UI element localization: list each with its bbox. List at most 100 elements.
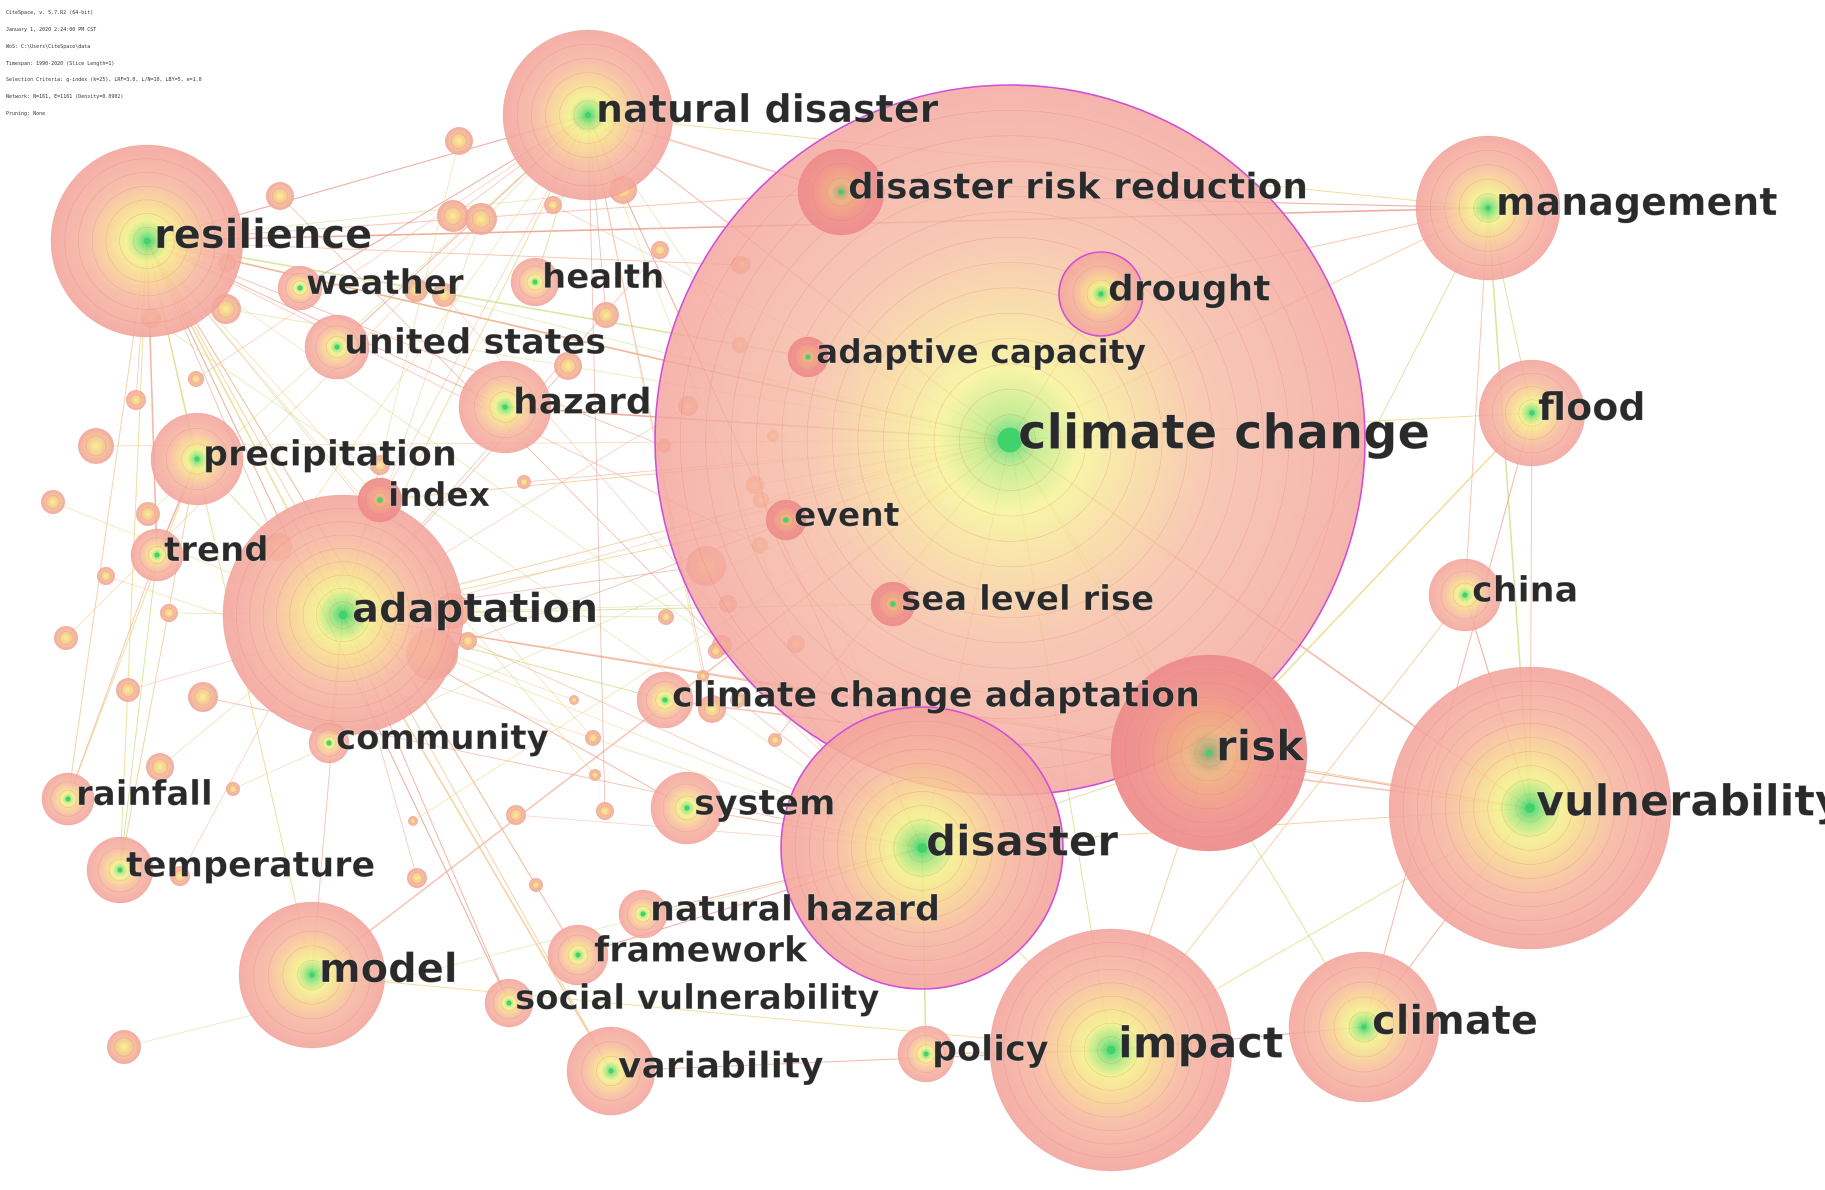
minor-link: [146, 240, 761, 546]
keyword-label-event: event: [794, 495, 900, 534]
minor-keyword-node: [136, 502, 160, 526]
keyword-label-impact: impact: [1118, 1019, 1283, 1069]
node-flood: [1478, 359, 1586, 467]
minor-keyword-node: [517, 475, 531, 489]
node-rainfall: [41, 772, 95, 826]
keyword-label-natural-disaster: natural disaster: [596, 87, 939, 131]
software-info-header: CiteSpace, v. 5.7.R2 (64-bit) January 1,…: [6, 0, 202, 129]
keyword-label-community: community: [336, 718, 549, 758]
keyword-label-flood: flood: [1538, 385, 1646, 429]
header-line: January 1, 2020 2:24:00 PM CST: [6, 26, 97, 33]
header-line: CiteSpace, v. 5.7.R2 (64-bit): [6, 10, 94, 17]
label-layer: climate change disaster vulnerability risk i…: [76, 87, 1825, 1087]
minor-link: [587, 114, 704, 677]
node-risk: [1110, 654, 1308, 852]
node-model: [238, 901, 386, 1049]
keyword-label-rainfall: rainfall: [76, 774, 213, 814]
minor-keyword-node: [593, 302, 619, 328]
minor-keyword-node: [170, 866, 190, 886]
keyword-label-health: health: [542, 257, 664, 297]
keyword-label-social-vulnerability: social vulnerability: [515, 978, 880, 1018]
keyword-label-climate-change-adaptation: climate change adaptation: [672, 675, 1200, 715]
minor-keyword-node: [97, 567, 115, 585]
header-line: Network: N=161, E=1161 (Density=0.0902): [6, 94, 124, 101]
minor-keyword-node: [708, 643, 724, 659]
keyword-label-weather: weather: [306, 263, 464, 303]
node-management: [1415, 135, 1561, 281]
minor-keyword-node: [226, 782, 240, 796]
keyword-label-sea-level-rise: sea level rise: [901, 579, 1154, 619]
node-impact: [989, 928, 1233, 1172]
cooccurrence-link: [119, 458, 198, 871]
node-natural-disaster: [502, 29, 674, 201]
node-united-states: [304, 314, 370, 380]
node-disaster-risk-reduction: [797, 148, 885, 236]
node-climate: [1288, 951, 1440, 1103]
node-vulnerability: [1388, 666, 1672, 950]
keyword-label-policy: policy: [932, 1029, 1049, 1069]
node-hazard: [458, 360, 552, 454]
keyword-label-framework: framework: [594, 930, 808, 970]
node-health: [510, 257, 560, 307]
node-disaster: [780, 706, 1064, 990]
header-line: WoS: C:\Users\CiteSpace\data: [6, 43, 91, 50]
minor-keyword-node: [459, 632, 477, 650]
node-variability: [566, 1026, 656, 1116]
minor-keyword-node: [266, 182, 294, 210]
minor-link: [146, 240, 744, 266]
node-adaptation: [222, 494, 464, 736]
minor-link: [146, 240, 723, 646]
keyword-label-adaptation: adaptation: [352, 586, 598, 632]
keyword-label-climate-change: climate change: [1018, 405, 1430, 461]
keyword-label-climate: climate: [1372, 998, 1538, 1044]
keyword-label-management: management: [1496, 180, 1778, 224]
header-line: Selection Criteria: g-index (k=25), LRF=…: [6, 77, 202, 84]
keyword-label-china: china: [1472, 570, 1578, 610]
node-china: [1428, 558, 1502, 632]
header-line: Timespan: 1990-2020 (Slice Length=1): [6, 60, 115, 67]
minor-keyword-node: [697, 670, 709, 682]
node-adaptive-capacity: [787, 336, 829, 378]
node-event: [765, 499, 807, 541]
keyword-label-hazard: hazard: [513, 381, 652, 422]
node-community: [308, 722, 350, 764]
minor-keyword-node: [554, 352, 582, 380]
node-resilience: [50, 144, 244, 338]
node-index: [357, 477, 403, 523]
minor-keyword-node: [408, 816, 418, 826]
node-social-vulnerability: [484, 978, 534, 1028]
node-framework: [547, 924, 609, 986]
keyword-label-united-states: united states: [344, 322, 606, 362]
keyword-label-disaster: disaster: [926, 817, 1118, 866]
header-line: Pruning: None: [6, 110, 46, 117]
minor-keyword-node: [188, 371, 204, 387]
minor-keyword-node: [768, 733, 782, 747]
minor-keyword-node: [78, 428, 114, 464]
node-layer: [41, 29, 1672, 1172]
keyword-label-disaster-risk-reduction: disaster risk reduction: [848, 166, 1308, 207]
keyword-label-precipitation: precipitation: [203, 434, 457, 474]
cooccurrence-link: [67, 554, 158, 800]
keyword-label-adaptive-capacity: adaptive capacity: [816, 332, 1146, 371]
node-weather: [277, 265, 323, 311]
cooccurrence-link: [311, 974, 1112, 1051]
minor-keyword-node: [126, 390, 146, 410]
minor-keyword-node: [432, 283, 456, 307]
node-natural-hazard: [618, 889, 668, 939]
minor-keyword-node: [160, 604, 178, 622]
node-precipitation: [150, 412, 244, 506]
minor-keyword-node: [407, 868, 427, 888]
minor-link: [587, 114, 606, 812]
minor-keyword-node: [651, 241, 669, 259]
keyword-label-vulnerability: vulnerability: [1536, 777, 1825, 827]
keyword-label-temperature: temperature: [126, 845, 375, 885]
keyword-label-trend: trend: [164, 530, 269, 570]
keyword-label-natural-hazard: natural hazard: [650, 889, 940, 929]
keyword-label-resilience: resilience: [154, 212, 372, 258]
node-system: [650, 771, 724, 845]
node-sea-level-rise: [870, 581, 916, 627]
minor-keyword-node: [54, 626, 78, 650]
node-climate-change-adaptation: [636, 671, 694, 729]
